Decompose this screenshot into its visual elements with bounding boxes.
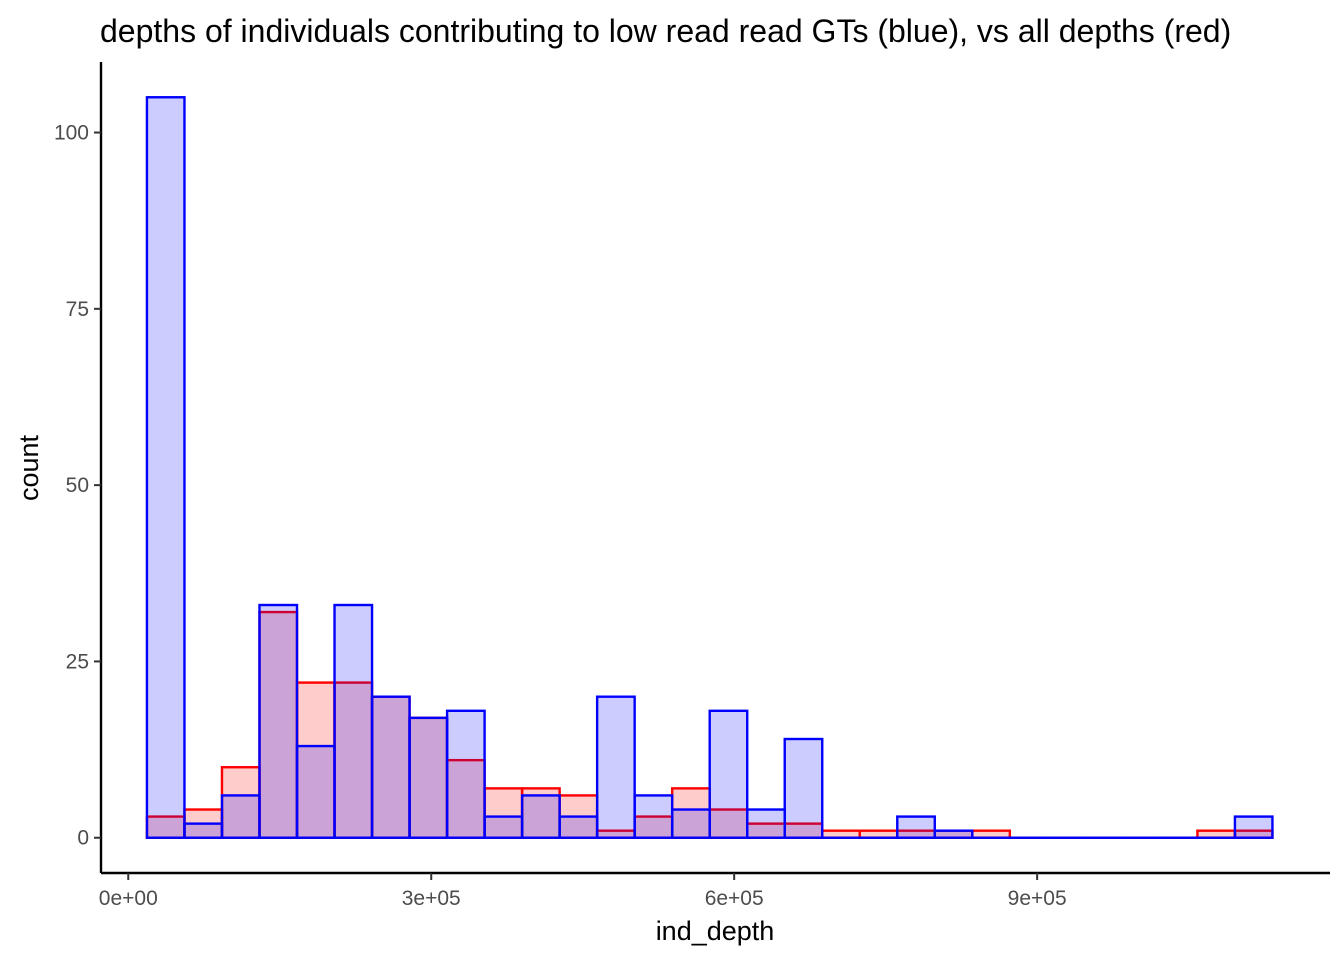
histogram-bar-blue bbox=[783, 737, 824, 839]
histogram-bar-blue bbox=[483, 815, 524, 839]
histogram-bar-blue bbox=[595, 695, 636, 839]
histogram-bar-blue bbox=[333, 603, 374, 839]
x-tick-label: 6e+05 bbox=[705, 887, 764, 910]
histogram-bar-blue bbox=[670, 808, 711, 839]
chart-title: depths of individuals contributing to lo… bbox=[100, 13, 1231, 49]
x-axis-title: ind_depth bbox=[656, 916, 775, 946]
x-tick-label: 0e+00 bbox=[99, 887, 158, 910]
y-tick-label: 25 bbox=[66, 650, 89, 673]
histogram-bar-blue bbox=[1233, 815, 1274, 839]
histogram-bar-blue bbox=[295, 744, 336, 839]
histogram-bar-blue bbox=[370, 695, 411, 839]
histogram-bar-blue bbox=[520, 794, 561, 839]
histogram-bar-blue bbox=[408, 716, 449, 839]
histogram-bar-red bbox=[258, 610, 299, 839]
y-tick-label: 50 bbox=[66, 474, 89, 497]
histogram-bar-blue bbox=[896, 815, 936, 839]
y-tick-label: 100 bbox=[54, 122, 89, 145]
x-tick-label: 9e+05 bbox=[1008, 887, 1067, 910]
histogram-bar-blue bbox=[220, 794, 261, 839]
x-tick-label: 3e+05 bbox=[402, 887, 461, 910]
bars-layer bbox=[145, 96, 1274, 839]
axes-layer: 0 25 50 75 100 0e+00 3e+05 6e+05 9e+05 bbox=[54, 62, 1330, 910]
y-tick-label: 75 bbox=[66, 298, 89, 321]
histogram-bar-blue bbox=[145, 96, 186, 839]
histogram-bar-blue bbox=[183, 822, 224, 839]
histogram-bar-blue bbox=[558, 815, 599, 839]
histogram-bar-blue bbox=[258, 603, 299, 839]
y-tick-label: 0 bbox=[77, 827, 89, 850]
histogram-bar-blue bbox=[633, 794, 674, 839]
histogram-bar-blue bbox=[445, 709, 486, 839]
histogram-bar-blue bbox=[746, 808, 786, 839]
histogram-bar-blue bbox=[708, 709, 749, 839]
histogram-bar-red bbox=[220, 766, 261, 839]
histogram-bar-blue bbox=[933, 829, 974, 839]
y-axis-title: count bbox=[14, 434, 44, 501]
